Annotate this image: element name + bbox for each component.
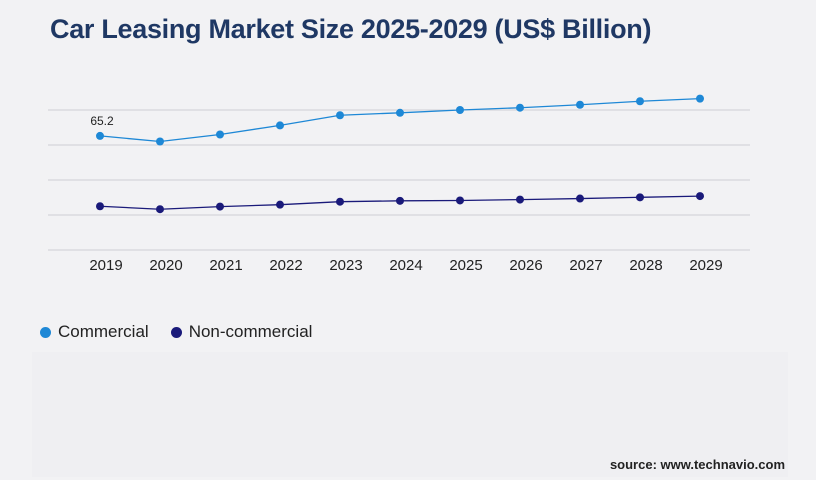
x-tick-label: 2025 xyxy=(449,257,482,274)
legend-item-non-commercial[interactable]: Non-commercial xyxy=(170,322,313,342)
data-point xyxy=(576,100,584,109)
data-label: 65.2 xyxy=(90,114,114,128)
data-point xyxy=(456,106,464,114)
data-point xyxy=(636,193,644,202)
chart-grid xyxy=(48,109,750,251)
data-point xyxy=(336,111,344,120)
data-point xyxy=(636,97,644,106)
x-tick-label: 2024 xyxy=(389,257,422,274)
legend-marker-commercial xyxy=(40,326,51,338)
bottom-panel xyxy=(32,352,788,477)
x-tick-label: 2027 xyxy=(569,257,602,274)
legend-label-non-commercial: Non-commercial xyxy=(188,322,313,341)
line-chart: 2019 2020 2021 2022 2023 2024 2025 2026 2027 2028… xyxy=(48,94,750,274)
data-point xyxy=(696,192,704,201)
data-point xyxy=(516,195,524,204)
data-point xyxy=(696,94,704,103)
data-point xyxy=(96,202,104,211)
data-point xyxy=(156,205,164,214)
legend-marker-non-commercial xyxy=(170,326,182,338)
series-points xyxy=(96,94,704,214)
x-tick-label: 2022 xyxy=(269,257,302,274)
data-point xyxy=(96,131,104,140)
data-point xyxy=(276,200,284,209)
data-point xyxy=(396,196,404,205)
x-tick-label: 2020 xyxy=(149,257,182,274)
data-point xyxy=(276,121,284,130)
data-point xyxy=(576,194,584,203)
data-point xyxy=(456,196,464,205)
x-axis-ticks: 2019 2020 2021 2022 2023 2024 2025 2026 2027 2028… xyxy=(89,257,722,274)
x-tick-label: 2023 xyxy=(329,257,362,274)
x-tick-label: 2028 xyxy=(629,257,662,274)
x-tick-label: 2021 xyxy=(209,257,242,274)
legend: Commercial Non-commercial xyxy=(40,322,334,342)
data-point xyxy=(336,197,344,206)
x-tick-label: 2029 xyxy=(689,257,722,274)
data-point xyxy=(216,202,224,211)
data-point xyxy=(396,108,404,117)
x-tick-label: 2019 xyxy=(89,257,122,274)
data-labels: 65.2 xyxy=(90,114,114,128)
data-point xyxy=(216,130,224,139)
data-point xyxy=(516,103,524,112)
legend-item-commercial[interactable]: Commercial xyxy=(40,322,149,342)
source-credit: source: www.technavio.com xyxy=(609,457,785,472)
series-line-0 xyxy=(99,97,701,143)
chart-title: Car Leasing Market Size 2025-2029 (US$ B… xyxy=(50,14,652,44)
x-tick-label: 2026 xyxy=(509,257,542,274)
data-point xyxy=(156,137,164,146)
legend-label-commercial: Commercial xyxy=(58,322,149,341)
